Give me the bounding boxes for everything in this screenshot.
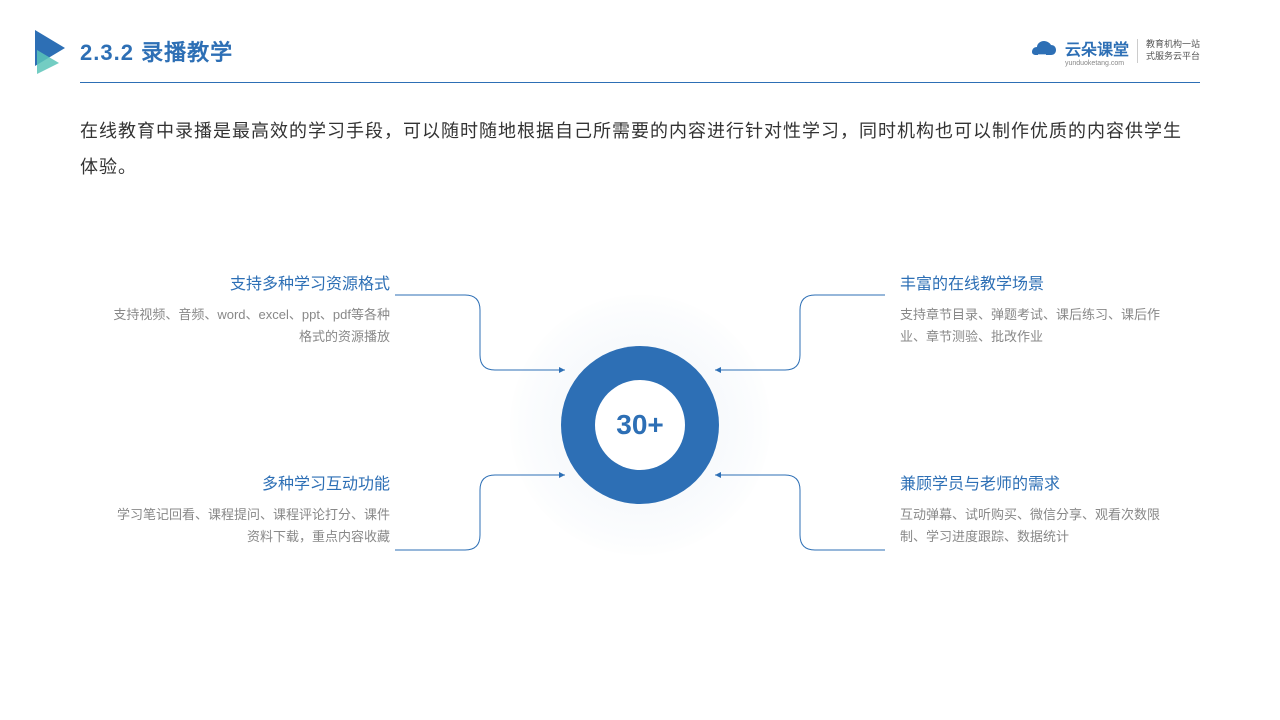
cloud-icon — [1031, 41, 1057, 61]
feature-top-right: 丰富的在线教学场景 支持章节目录、弹题考试、课后练习、课后作业、章节测验、批改作… — [900, 270, 1180, 348]
feature-desc: 支持视频、音频、word、excel、ppt、pdf等各种格式的资源播放 — [110, 304, 390, 348]
section-title: 2.3.2 录播教学 — [80, 35, 233, 67]
logo-text-block: 云朵课堂 yunduoketang.com — [1065, 36, 1129, 67]
feature-title: 丰富的在线教学场景 — [900, 270, 1180, 294]
slide-header: 2.3.2 录播教学 云朵课堂 yunduoketang.com 教育机构一站 … — [0, 0, 1280, 82]
center-inner: 30+ — [595, 380, 685, 470]
logo-name: 云朵课堂 — [1065, 42, 1129, 59]
logo-tagline-1: 教育机构一站 — [1146, 39, 1200, 51]
feature-title: 兼顾学员与老师的需求 — [900, 470, 1180, 494]
feature-desc: 支持章节目录、弹题考试、课后练习、课后作业、章节测验、批改作业 — [900, 304, 1180, 348]
section-number: 2.3.2 — [80, 40, 134, 65]
section-title-text: 录播教学 — [141, 40, 233, 65]
feature-top-left: 支持多种学习资源格式 支持视频、音频、word、excel、ppt、pdf等各种… — [110, 270, 390, 348]
center-ring: 30+ — [561, 346, 719, 504]
header-left: 2.3.2 录播教学 — [80, 35, 233, 67]
feature-title: 支持多种学习资源格式 — [110, 270, 390, 294]
feature-desc: 互动弹幕、试听购买、微信分享、观看次数限制、学习进度跟踪、数据统计 — [900, 504, 1180, 548]
brand-logo: 云朵课堂 yunduoketang.com 教育机构一站 式服务云平台 — [1031, 36, 1200, 67]
feature-bottom-right: 兼顾学员与老师的需求 互动弹幕、试听购买、微信分享、观看次数限制、学习进度跟踪、… — [900, 470, 1180, 548]
logo-url: yunduoketang.com — [1065, 60, 1129, 67]
feature-desc: 学习笔记回看、课程提问、课程评论打分、课件资料下载，重点内容收藏 — [110, 504, 390, 548]
feature-bottom-left: 多种学习互动功能 学习笔记回看、课程提问、课程评论打分、课件资料下载，重点内容收… — [110, 470, 390, 548]
feature-diagram: 30+ 支持多种学习资源格式 支持视频、音频、word、excel、ppt、pd… — [0, 215, 1280, 635]
logo-tagline-2: 式服务云平台 — [1146, 51, 1200, 63]
feature-title: 多种学习互动功能 — [110, 470, 390, 494]
center-value: 30+ — [616, 409, 664, 441]
logo-tagline: 教育机构一站 式服务云平台 — [1137, 39, 1200, 62]
slide-description: 在线教育中录播是最高效的学习手段，可以随时随地根据自己所需要的内容进行针对性学习… — [0, 83, 1280, 185]
